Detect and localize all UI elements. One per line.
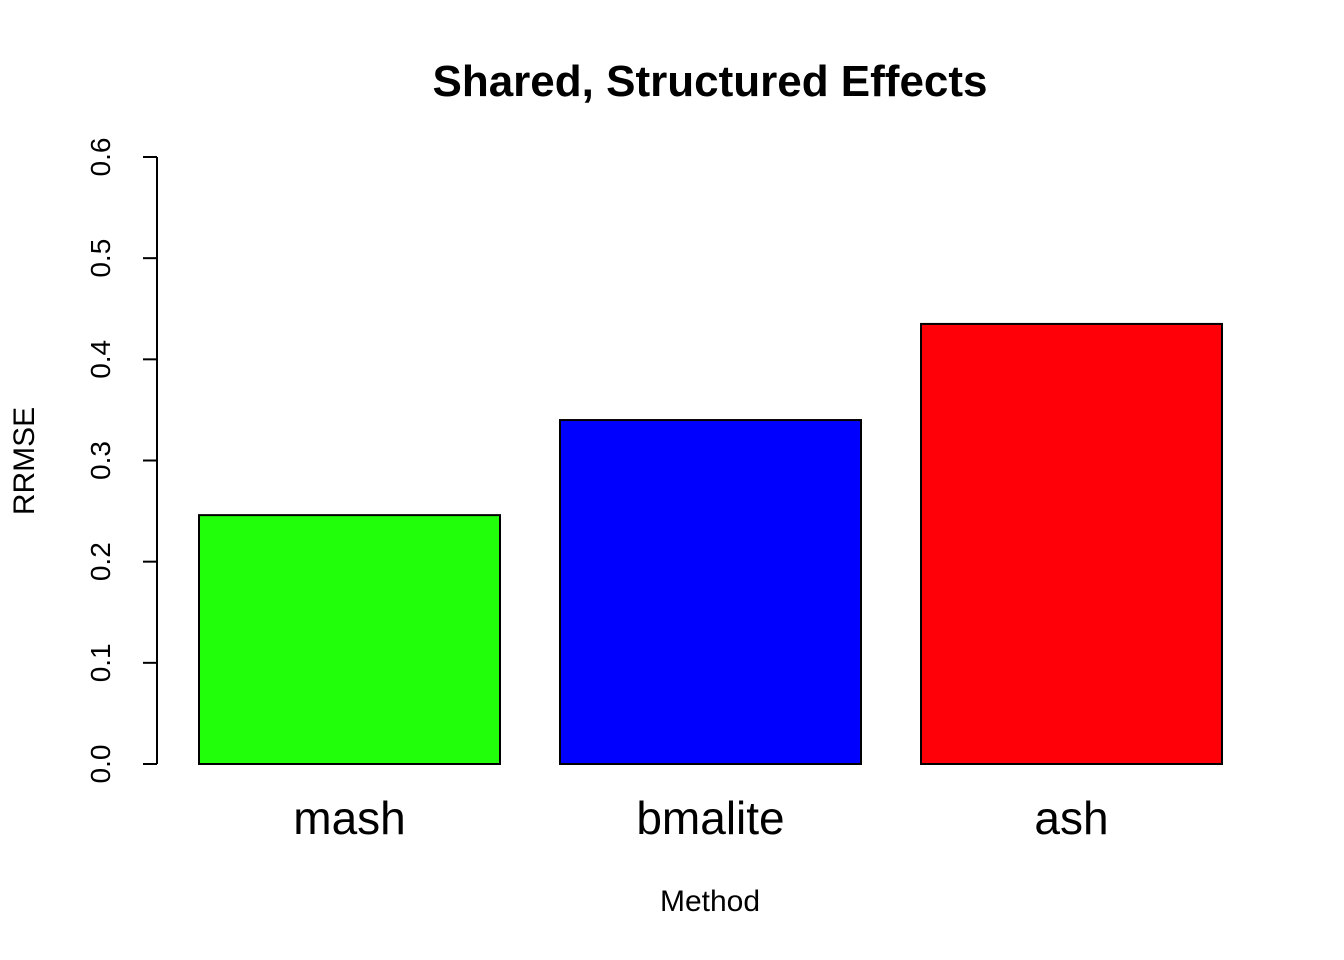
chart-title: Shared, Structured Effects — [432, 57, 987, 106]
y-tick-label: 0.5 — [85, 239, 116, 278]
x-axis-label: Method — [660, 885, 760, 918]
bar-ash — [920, 322, 1223, 765]
y-tick-label: 0.2 — [85, 542, 116, 581]
y-axis: 0.0 0.1 0.2 0.3 0.4 0.5 0.6 — [85, 138, 158, 784]
y-tick-label: 0.4 — [85, 340, 116, 379]
bar-mash — [198, 514, 501, 765]
bar-bmalite — [559, 419, 862, 765]
y-tick-label: 0.1 — [85, 643, 116, 682]
x-tick-label-mash: mash — [293, 792, 405, 844]
x-tick-label-ash: ash — [1034, 792, 1108, 844]
y-axis-label: RRMSE — [8, 407, 41, 515]
x-category-labels: mash bmalite ash — [293, 792, 1108, 844]
y-tick-label: 0.0 — [85, 745, 116, 784]
bars-group — [198, 322, 1223, 765]
y-tick-label: 0.3 — [85, 441, 116, 480]
y-tick-label: 0.6 — [85, 138, 116, 177]
x-tick-label-bmalite: bmalite — [636, 792, 784, 844]
